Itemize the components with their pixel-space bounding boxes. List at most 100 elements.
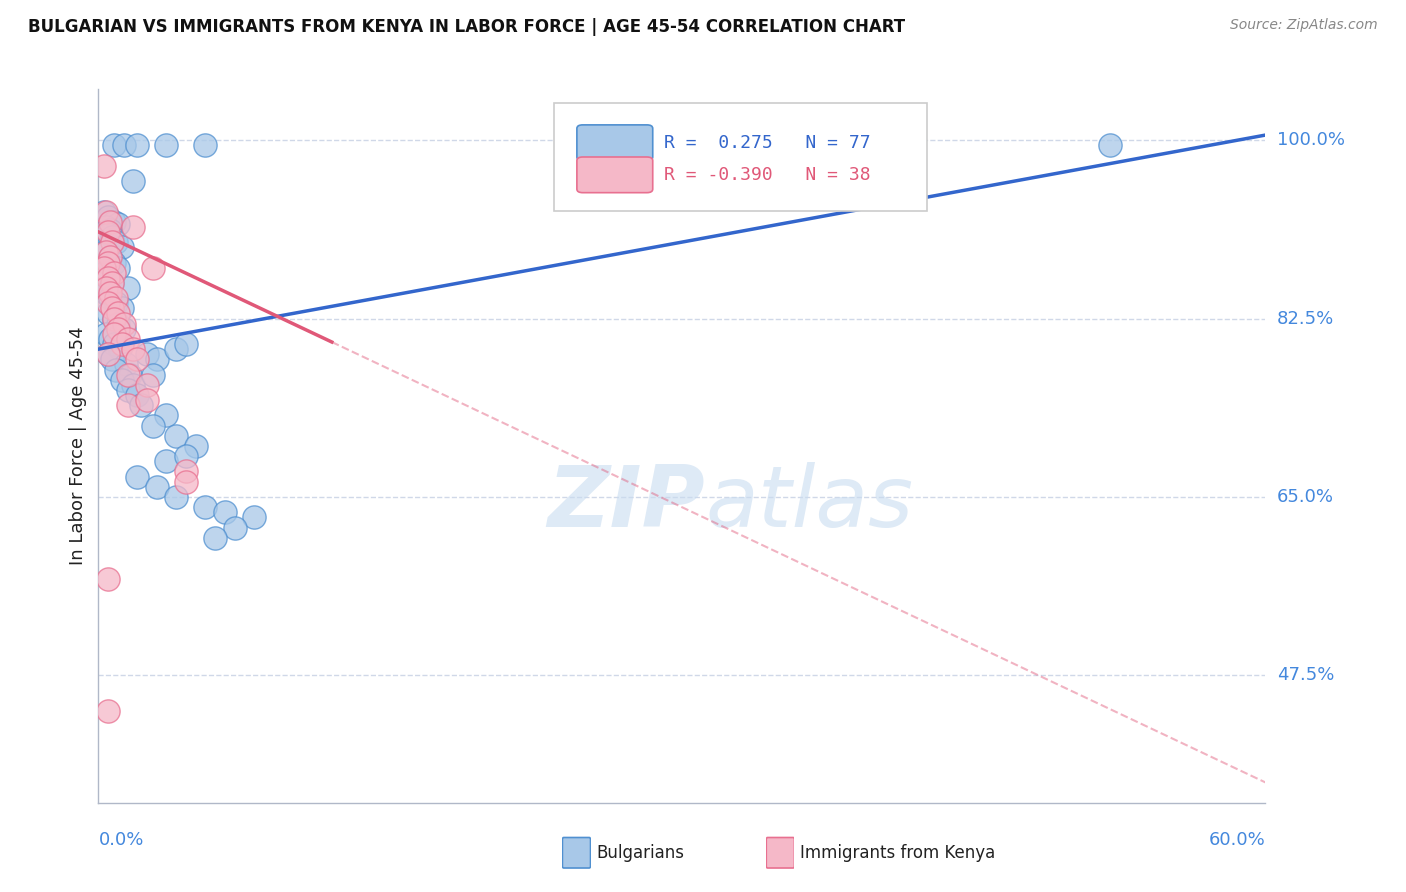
Point (107, 317, 129, 331)
Text: R =  0.275   N = 77: R = 0.275 N = 77 (665, 134, 872, 152)
Point (93, 159, 115, 173)
Point (768, 138, 790, 153)
Point (93, 225, 115, 239)
Point (104, 291, 127, 305)
Point (129, 398, 152, 412)
Point (93, 204, 115, 219)
Point (97, 296, 120, 310)
Y-axis label: In Labor Force | Age 45-54: In Labor Force | Age 45-54 (69, 326, 87, 566)
Point (98, 223, 121, 237)
Point (136, 393, 159, 408)
Point (122, 174, 145, 188)
Point (98, 332, 121, 346)
Point (224, 520, 246, 534)
FancyBboxPatch shape (554, 103, 927, 211)
Text: 65.0%: 65.0% (1277, 488, 1334, 506)
Point (107, 306, 129, 320)
Text: atlas: atlas (706, 461, 914, 545)
Point (101, 230, 124, 244)
Point (184, 439, 207, 453)
Point (101, 301, 124, 316)
Point (103, 266, 125, 280)
Point (165, 342, 187, 356)
Point (174, 449, 197, 463)
Point (97, 704, 120, 718)
Point (103, 326, 125, 341)
Point (97, 270, 120, 285)
Point (122, 377, 145, 392)
Text: ZIP: ZIP (547, 461, 706, 545)
Point (96, 286, 118, 301)
Point (111, 337, 134, 351)
Point (204, 531, 226, 545)
Point (101, 276, 124, 290)
Text: Bulgarians: Bulgarians (596, 844, 685, 862)
Point (96, 245, 118, 260)
Point (97, 270, 120, 285)
Text: 60.0%: 60.0% (1209, 831, 1265, 849)
Point (104, 235, 127, 249)
Point (107, 217, 129, 231)
Point (107, 260, 129, 275)
Text: Immigrants from Kenya: Immigrants from Kenya (800, 844, 995, 862)
Point (97, 347, 120, 361)
Point (103, 215, 125, 229)
Point (146, 352, 169, 367)
Point (194, 500, 217, 515)
Point (117, 398, 139, 412)
Point (97, 306, 120, 320)
Point (93, 266, 115, 280)
Point (103, 337, 125, 351)
Point (214, 505, 236, 519)
Point (111, 301, 134, 316)
Point (101, 352, 124, 367)
Point (142, 260, 165, 275)
Text: BULGARIAN VS IMMIGRANTS FROM KENYA IN LABOR FORCE | AGE 45-54 CORRELATION CHART: BULGARIAN VS IMMIGRANTS FROM KENYA IN LA… (28, 18, 905, 36)
Point (165, 490, 187, 504)
Point (97, 227, 120, 241)
Point (243, 510, 266, 524)
Point (103, 138, 125, 153)
Point (96, 326, 118, 341)
Point (103, 255, 125, 269)
Point (165, 429, 187, 443)
Point (98, 291, 121, 305)
Point (118, 368, 141, 382)
Point (117, 383, 139, 397)
Point (103, 311, 125, 326)
Point (127, 138, 149, 153)
Point (155, 454, 177, 468)
Point (112, 322, 135, 336)
Point (136, 377, 159, 392)
Point (194, 138, 217, 153)
Point (104, 362, 127, 376)
Point (112, 317, 135, 331)
Point (96, 204, 118, 219)
Point (98, 251, 121, 265)
Text: 100.0%: 100.0% (1277, 131, 1346, 149)
Point (104, 296, 127, 310)
Point (142, 418, 165, 433)
Text: 82.5%: 82.5% (1277, 310, 1334, 327)
Text: 47.5%: 47.5% (1277, 666, 1334, 684)
Point (96, 245, 118, 260)
Point (136, 347, 159, 361)
Point (111, 373, 134, 387)
Text: R = -0.390   N = 38: R = -0.390 N = 38 (665, 166, 872, 184)
Point (101, 276, 124, 290)
Text: 0.0%: 0.0% (98, 831, 143, 849)
Point (108, 342, 131, 356)
Point (1098, 138, 1121, 153)
Point (127, 469, 149, 483)
Point (117, 332, 139, 346)
Point (142, 368, 165, 382)
Point (146, 480, 169, 494)
Point (174, 337, 197, 351)
Point (155, 138, 177, 153)
Point (127, 388, 149, 402)
Point (96, 219, 118, 234)
Point (103, 311, 125, 326)
FancyBboxPatch shape (562, 838, 591, 868)
Point (127, 352, 149, 367)
Point (107, 322, 129, 336)
